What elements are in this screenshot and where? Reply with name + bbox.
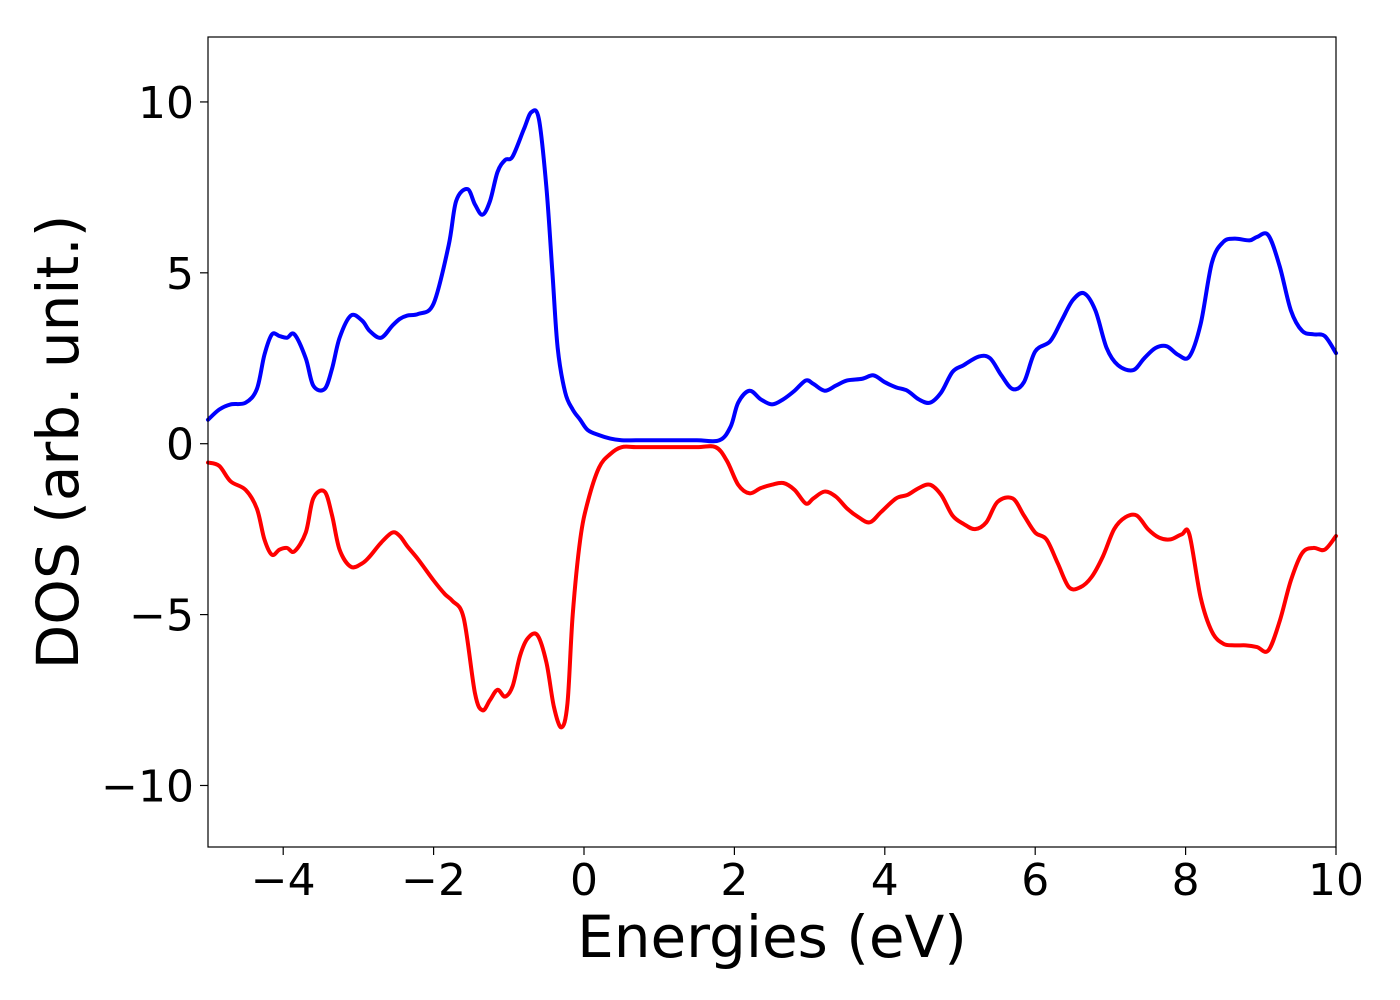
x-tick-label: 4 (871, 855, 899, 906)
y-axis: 10 5 0 −5 −10 (101, 78, 208, 812)
x-tick-label: 8 (1172, 855, 1200, 906)
y-axis-title: DOS (arb. unit.) (24, 215, 92, 670)
plot-background (208, 37, 1336, 847)
series-line-red (206, 444, 1338, 730)
x-tick-label: 10 (1308, 855, 1364, 906)
x-tick-label: −4 (251, 855, 316, 906)
y-tick-label: −10 (101, 761, 194, 812)
y-tick-label: 5 (166, 249, 194, 300)
x-tick-label: −2 (401, 855, 466, 906)
x-axis: −4 −2 0 2 4 6 8 10 (251, 847, 1364, 906)
x-tick-label: 0 (570, 855, 598, 906)
y-tick-label: −5 (129, 591, 194, 642)
x-tick-label: 6 (1021, 855, 1049, 906)
series-layer (206, 108, 1338, 730)
y-tick-label: 10 (138, 78, 194, 129)
series-line-blue (206, 108, 1338, 444)
x-tick-label: 2 (720, 855, 748, 906)
x-axis-title: Energies (eV) (577, 903, 967, 971)
y-tick-label: 0 (166, 420, 194, 471)
plot-frame (207, 36, 1337, 848)
